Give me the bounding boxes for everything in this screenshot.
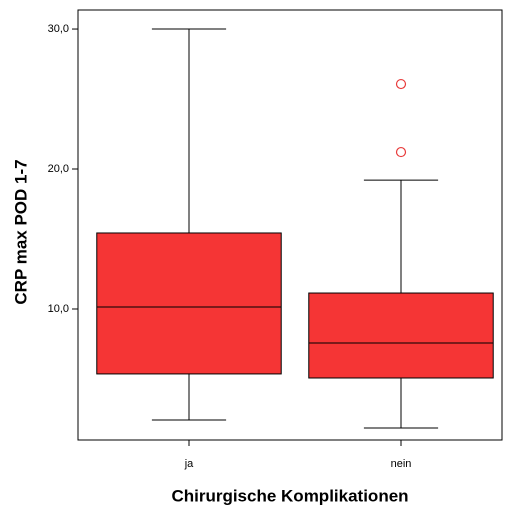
y-axis-title: CRP max POD 1-7 [11,159,30,304]
x-tick-label: ja [184,458,194,470]
box [308,292,494,379]
outlier [395,78,407,90]
plot-frame [77,9,503,441]
outlier [395,146,407,158]
x-tick-label: nein [391,458,412,470]
box [96,232,282,375]
x-axis-title: Chirurgische Komplikationen [171,486,408,505]
y-tick-label: 20,0 [48,163,69,175]
y-tick-label: 10,0 [48,303,69,315]
y-tick-label: 30,0 [48,23,69,35]
